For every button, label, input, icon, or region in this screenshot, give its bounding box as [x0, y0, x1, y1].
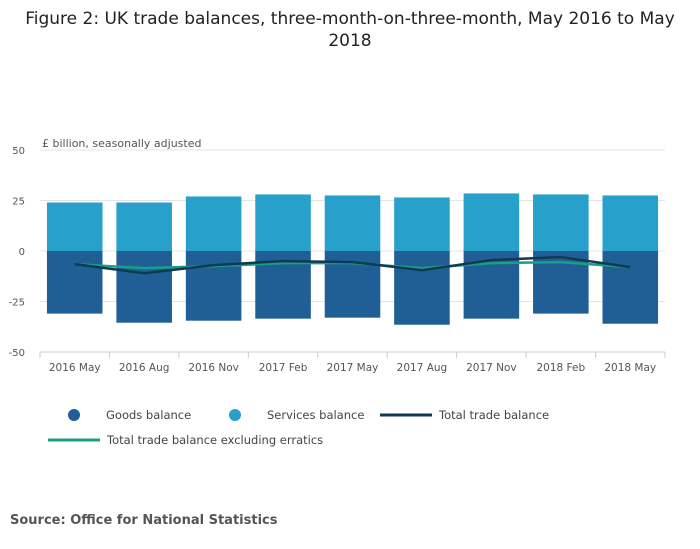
bar-goods-balance	[46, 251, 103, 314]
bar-services-balance	[116, 202, 172, 251]
x-tick-label: 2016 Nov	[188, 362, 239, 374]
x-tick-label: 2017 Nov	[466, 362, 517, 374]
y-tick-label: 25	[12, 197, 25, 208]
x-tick-label: 2018 May	[604, 362, 656, 374]
bar-goods-balance	[602, 251, 659, 324]
legend-swatch-goods-balance	[68, 409, 80, 421]
legend-label-total-trade-balance: Total trade balance	[438, 408, 549, 422]
y-tick-label: -25	[9, 298, 25, 309]
bar-services-balance	[394, 197, 450, 251]
x-axis-ticks: 2016 May 2016 Aug 2016 Nov 2017 Feb 2017 May…	[49, 362, 656, 374]
y-axis-label: £ billion, seasonally adjusted	[42, 137, 201, 150]
line-total-trade-balance	[74, 255, 631, 275]
legend-label-services-balance: Services balance	[267, 408, 364, 422]
chart-title: Figure 2: UK trade balances, three-month…	[25, 9, 675, 51]
x-tick-label: 2016 May	[49, 362, 101, 374]
legend-swatch-services-balance	[229, 409, 241, 421]
bar-services-balance	[602, 195, 659, 251]
bar-services-balance	[185, 196, 242, 251]
bar-services-balance	[533, 194, 589, 251]
x-tick-label: 2017 Aug	[397, 362, 448, 374]
bar-goods-balance	[185, 251, 242, 321]
bar-services-balance	[255, 194, 311, 251]
legend: Goods balance Services balance Total trade…	[48, 408, 549, 447]
y-tick-label: -50	[9, 348, 25, 359]
legend-label-total-trade-balance-excluding-erratics: Total trade balance excluding erratics	[106, 433, 323, 447]
bar-goods-balance	[394, 251, 450, 325]
x-tick-label: 2018 Feb	[537, 362, 586, 374]
x-tick-label: 2017 May	[327, 362, 379, 374]
source-note: Source: Office for National Statistics	[10, 513, 278, 528]
bars	[46, 193, 659, 325]
y-tick-label: 50	[12, 146, 25, 157]
bar-services-balance	[324, 195, 381, 251]
x-tick-label: 2017 Feb	[259, 362, 308, 374]
y-axis-ticks: 50 25 0 -25 -50	[9, 146, 25, 359]
x-axis	[39, 351, 666, 358]
bar-services-balance	[463, 193, 520, 251]
legend-label-goods-balance: Goods balance	[106, 408, 191, 422]
bar-goods-balance	[116, 251, 172, 323]
x-tick-label: 2016 Aug	[119, 362, 170, 374]
bar-services-balance	[46, 202, 103, 251]
y-tick-label: 0	[19, 247, 25, 258]
lines	[74, 255, 631, 275]
